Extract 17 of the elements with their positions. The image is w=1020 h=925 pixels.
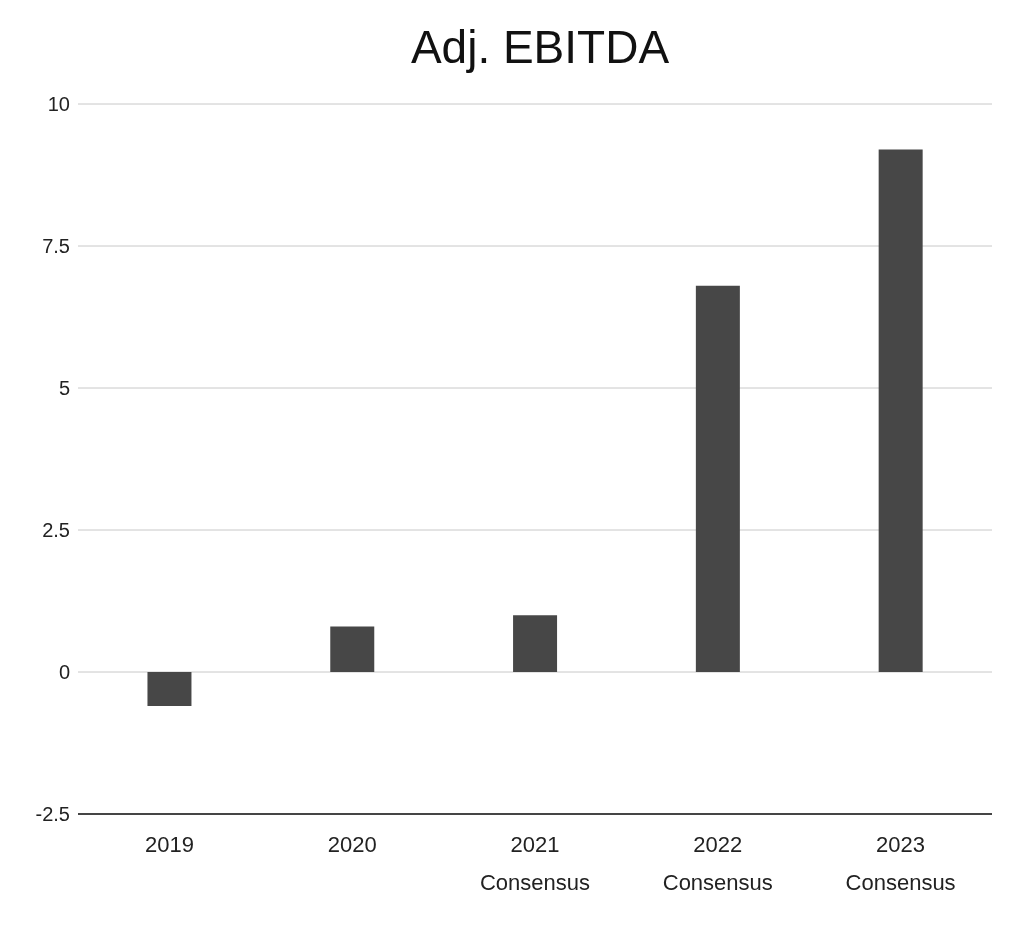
bar (513, 615, 558, 672)
bar (878, 149, 923, 672)
bar (330, 626, 375, 672)
bar (147, 672, 192, 707)
x-tick-label: 2019 (144, 832, 194, 857)
y-tick-label: 10 (47, 93, 70, 116)
y-tick-label: 5 (58, 377, 70, 400)
chart-title: Adj. EBITDA (409, 20, 671, 75)
x-tick-label: 2023 Consensus (845, 832, 956, 895)
y-tick-label: -2.5 (35, 803, 70, 826)
y-tick-label: 0 (58, 661, 70, 684)
x-tick-label: 2022 Consensus (662, 832, 773, 895)
y-tick-label: 7.5 (42, 235, 70, 258)
bar (695, 285, 740, 672)
x-tick-label: 2020 (327, 832, 377, 857)
y-tick-label: 2.5 (42, 519, 70, 542)
x-tick-label: 2021 Consensus (479, 832, 591, 895)
